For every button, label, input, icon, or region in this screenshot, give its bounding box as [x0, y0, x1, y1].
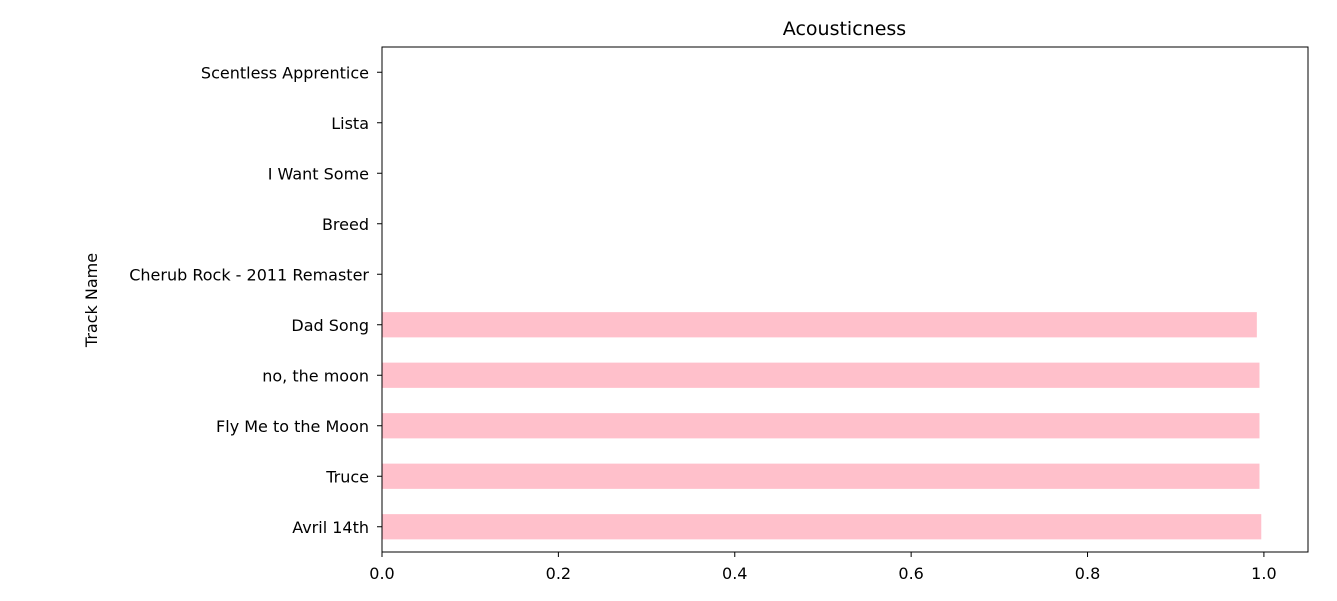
y-tick-label: Dad Song: [291, 316, 369, 335]
y-tick-label: Breed: [322, 215, 369, 234]
y-axis-ticks: Avril 14th Truce Fly Me to the Moon no, the…: [129, 63, 382, 537]
bar-4: [382, 312, 1257, 338]
x-tick-label: 1.0: [1251, 564, 1276, 583]
bar-3: [382, 362, 1260, 388]
y-tick-label: Scentless Apprentice: [201, 63, 369, 82]
y-tick-label: Fly Me to the Moon: [216, 417, 369, 436]
y-tick-label: Cherub Rock - 2011 Remaster: [129, 265, 369, 284]
y-tick-label: I Want Some: [268, 164, 369, 183]
plot-frame: [381, 46, 1309, 553]
y-tick-label: Avril 14th: [292, 518, 369, 537]
y-tick-label: Lista: [331, 114, 369, 133]
x-axis-ticks: 0.0 0.2 0.4 0.6 0.8 1.0: [369, 552, 1277, 583]
x-tick-label: 0.6: [898, 564, 923, 583]
y-tick-label: Truce: [325, 467, 369, 486]
bar-1: [382, 463, 1260, 489]
x-tick-label: 0.8: [1075, 564, 1100, 583]
x-tick-label: 0.4: [722, 564, 747, 583]
y-tick-label: no, the moon: [262, 366, 369, 385]
x-tick-label: 0.2: [546, 564, 571, 583]
bars-group: [382, 312, 1262, 540]
bar-2: [382, 413, 1260, 439]
y-axis-label: Track Name: [82, 253, 101, 348]
x-tick-label: 0.0: [369, 564, 394, 583]
bar-0: [382, 514, 1262, 540]
chart-title: Acousticness: [783, 18, 906, 40]
